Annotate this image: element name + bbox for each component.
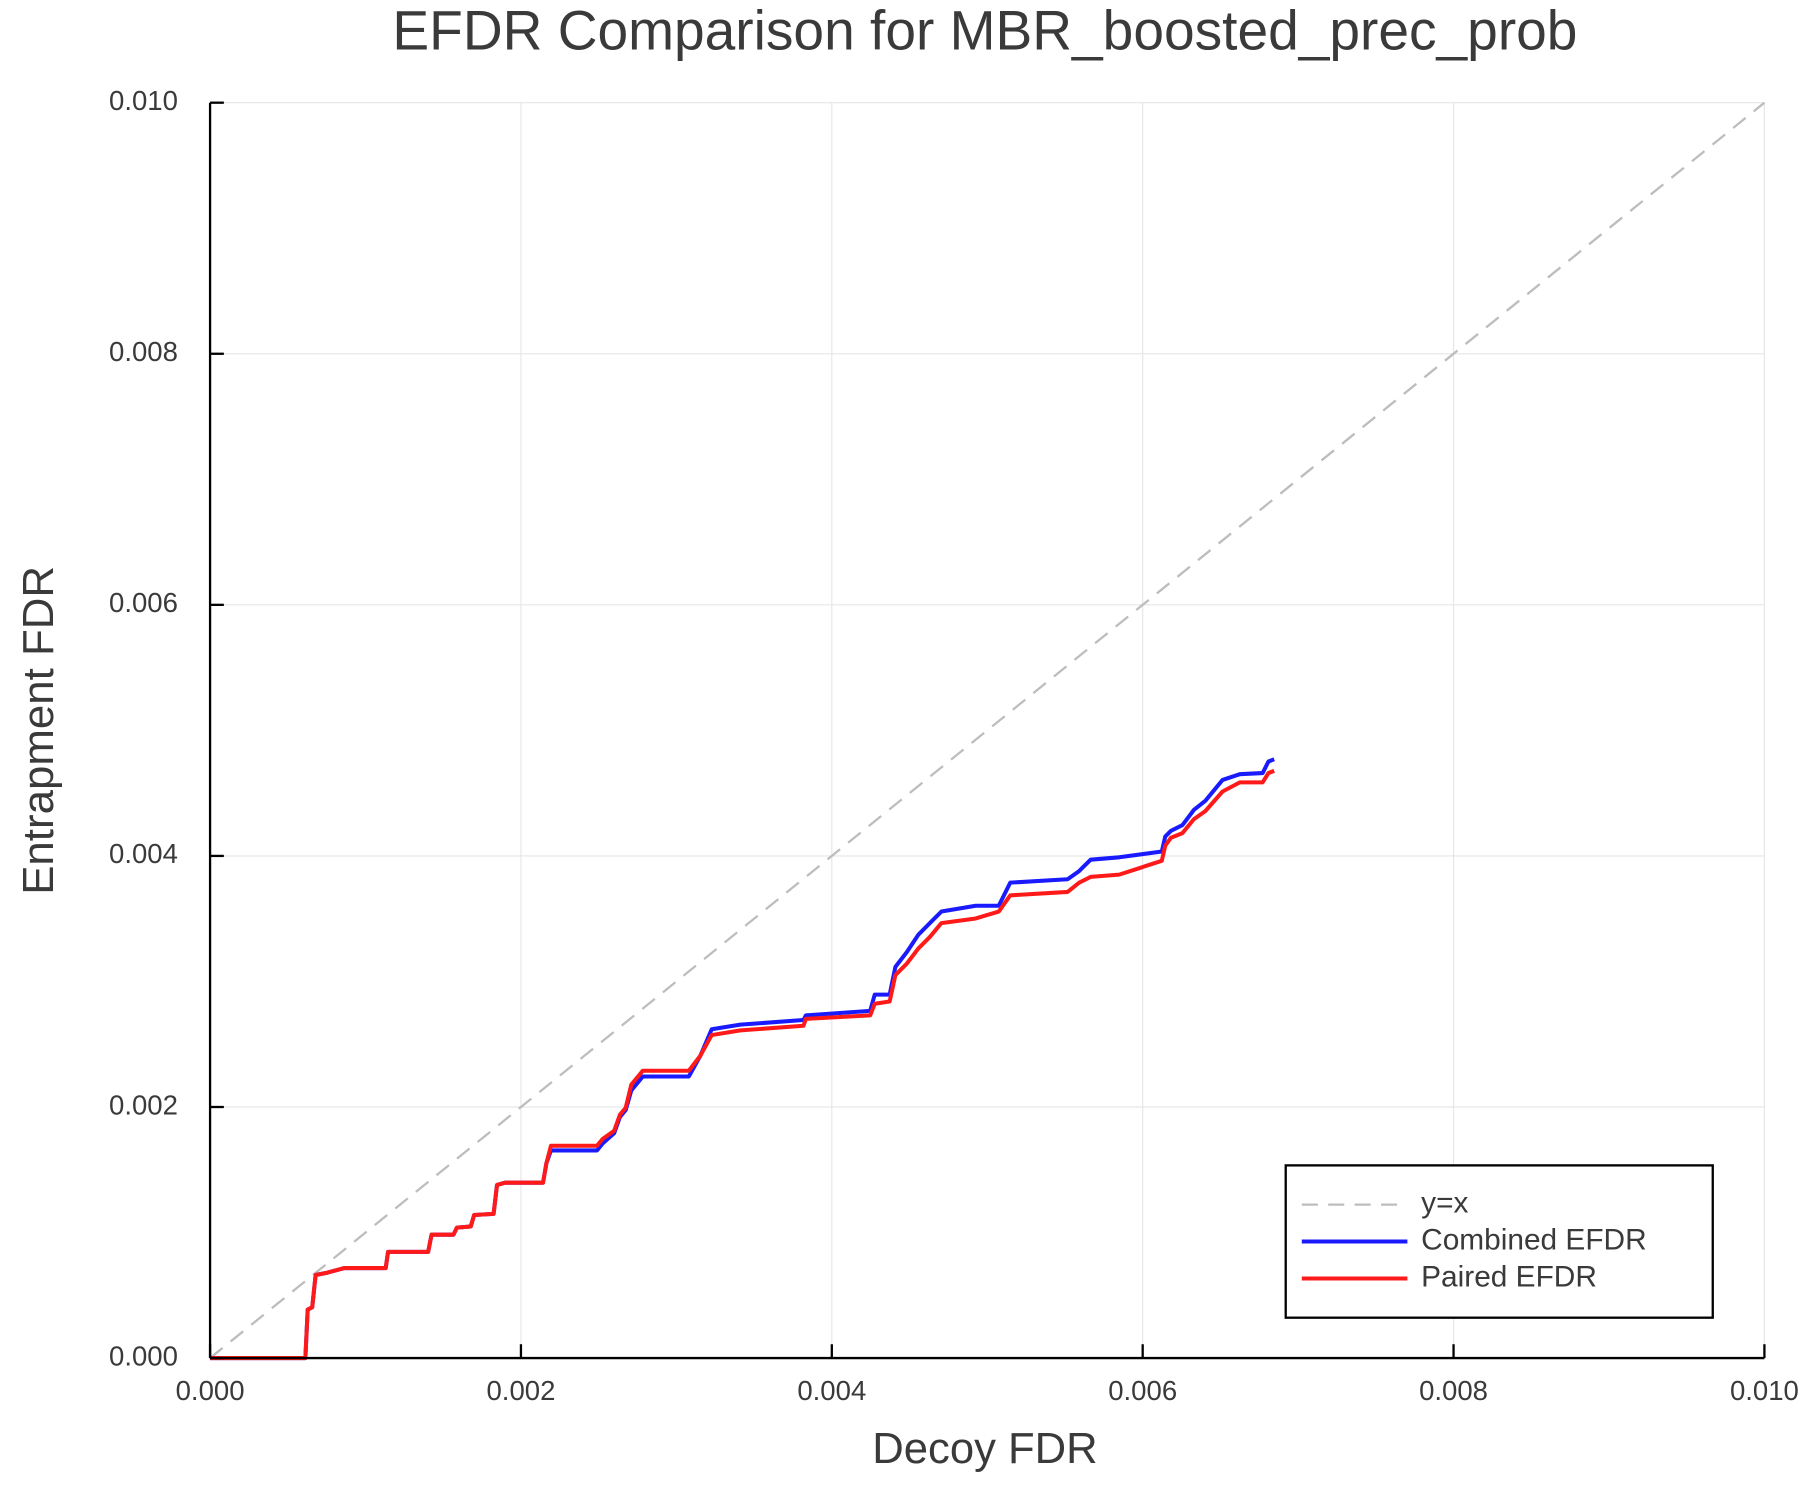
y-tick-label: 0.004 [109,838,178,869]
x-tick-label: 0.006 [1108,1375,1177,1406]
plot-lines [209,101,1766,1361]
x-tick-label: 0.010 [1730,1375,1799,1406]
axes: 0.000 0.002 0.004 0.006 0.008 0.010 0.000 0.002… [109,85,1799,1406]
series-line [210,768,1275,1361]
legend-label: Paired EFDR [1421,1260,1597,1293]
legend: y=x Combined EFDR Paired EFDR [1284,1164,1714,1319]
series-line [209,101,1766,1359]
legend-label: Combined EFDR [1421,1223,1646,1256]
y-axis-title: Entrapment FDR [14,566,63,895]
y-tick-label: 0.002 [109,1089,178,1120]
y-tick-label: 0.010 [109,85,178,116]
chart-title: EFDR Comparison for MBR_boosted_prec_pro… [392,0,1577,61]
x-axis-title: Decoy FDR [872,1424,1097,1473]
y-tick-label: 0.008 [109,336,178,367]
x-tick-label: 0.002 [486,1375,555,1406]
x-tick-label: 0.008 [1419,1375,1488,1406]
y-tick-label: 0.000 [109,1340,178,1371]
x-tick-label: 0.000 [176,1375,245,1406]
y-tick-label: 0.006 [109,587,178,618]
x-tick-label: 0.004 [797,1375,866,1406]
legend-label: y=x [1421,1186,1468,1219]
